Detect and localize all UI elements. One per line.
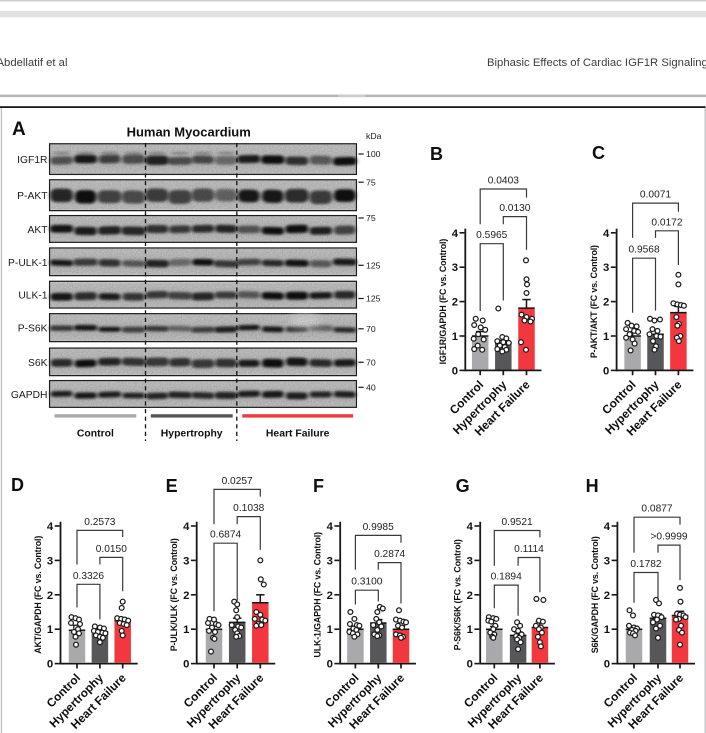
svg-text:3: 3 [452,262,458,274]
svg-text:0: 0 [183,659,189,671]
svg-text:1: 1 [603,331,609,343]
svg-text:ULK-1: ULK-1 [18,291,47,302]
svg-text:0.0257: 0.0257 [222,476,253,487]
svg-text:G: G [456,476,470,496]
svg-text:Biphasic Effects of Cardiac IG: Biphasic Effects of Cardiac IGF1R Signal… [487,57,706,69]
svg-text:0.5965: 0.5965 [476,230,507,241]
svg-text:0.1038: 0.1038 [233,503,264,514]
svg-text:C: C [592,143,605,163]
svg-text:40: 40 [366,383,376,393]
svg-text:0.1782: 0.1782 [630,559,661,570]
svg-text:125: 125 [366,261,381,271]
svg-text:B: B [430,144,443,164]
svg-text:Control: Control [77,428,114,439]
svg-text:3: 3 [467,555,473,567]
svg-text:1: 1 [452,331,458,343]
svg-text:IGF1R: IGF1R [17,155,47,166]
svg-text:1: 1 [47,624,53,636]
svg-text:IGF1R/GAPDH (FC vs. Control): IGF1R/GAPDH (FC vs. Control) [438,239,448,365]
svg-text:4: 4 [47,521,54,533]
svg-text:0.1114: 0.1114 [514,544,544,555]
svg-text:70: 70 [366,324,376,334]
svg-text:Abdellatif et al: Abdellatif et al [0,57,67,69]
svg-text:0.3100: 0.3100 [351,577,382,588]
svg-text:P-ULK-1: P-ULK-1 [8,258,48,269]
svg-text:3: 3 [327,555,333,567]
svg-text:75: 75 [366,177,376,187]
svg-text:2: 2 [327,590,333,602]
svg-text:4: 4 [603,228,610,240]
svg-text:P-AKT/AKT (FC vs. Control): P-AKT/AKT (FC vs. Control) [589,245,599,358]
svg-text:0: 0 [604,659,610,671]
svg-text:3: 3 [183,555,189,567]
svg-text:S6K: S6K [28,358,48,369]
svg-text:0.0403: 0.0403 [488,176,519,187]
svg-text:1: 1 [327,624,333,636]
svg-text:0.2874: 0.2874 [374,549,405,560]
svg-text:4: 4 [327,521,334,533]
svg-text:ULK-1/GAPDH (FC vs. Control): ULK-1/GAPDH (FC vs. Control) [313,532,323,658]
svg-text:F: F [313,476,324,496]
svg-text:H: H [586,476,599,496]
svg-text:P-S6K: P-S6K [18,324,48,335]
svg-text:2: 2 [467,590,473,602]
svg-text:A: A [12,119,26,140]
svg-text:P-S6K/S6K (FC vs. Control): P-S6K/S6K (FC vs. Control) [453,539,463,650]
svg-text:4: 4 [604,521,611,533]
svg-text:0: 0 [452,365,458,377]
svg-text:P-AKT: P-AKT [17,191,48,202]
svg-text:Hypertrophy: Hypertrophy [161,428,223,439]
svg-text:0.2573: 0.2573 [84,517,115,528]
svg-text:4: 4 [467,521,474,533]
svg-text:2: 2 [47,590,53,602]
svg-text:70: 70 [366,358,376,368]
svg-text:AKT: AKT [27,225,48,236]
svg-text:0: 0 [47,659,53,671]
svg-text:1: 1 [604,624,610,636]
svg-text:D: D [11,475,24,495]
svg-text:0.1894: 0.1894 [491,572,522,583]
svg-text:100: 100 [366,149,381,159]
svg-text:>0.9999: >0.9999 [650,532,687,543]
svg-text:0.9985: 0.9985 [363,522,394,533]
svg-text:P-ULK/ULK (FC vs. Control): P-ULK/ULK (FC vs. Control) [169,538,179,651]
svg-text:Heart Failure: Heart Failure [266,428,330,439]
svg-text:0: 0 [467,659,473,671]
svg-text:Human Myocardium: Human Myocardium [127,125,251,140]
svg-text:2: 2 [452,297,458,309]
svg-text:125: 125 [366,294,381,304]
svg-text:1: 1 [467,624,473,636]
svg-text:4: 4 [183,521,190,533]
svg-text:0.0130: 0.0130 [499,203,530,214]
svg-text:E: E [166,476,178,496]
svg-text:3: 3 [47,555,53,567]
svg-text:3: 3 [603,262,609,274]
svg-text:0.3326: 0.3326 [73,571,104,582]
svg-text:S6K/GAPDH (FC vs. Control): S6K/GAPDH (FC vs. Control) [590,536,600,653]
svg-text:2: 2 [603,297,609,309]
svg-text:75: 75 [366,213,376,223]
svg-text:0: 0 [327,659,333,671]
svg-text:2: 2 [604,590,610,602]
svg-text:0: 0 [603,365,609,377]
svg-text:kDa: kDa [366,131,382,141]
svg-text:4: 4 [452,228,459,240]
svg-text:3: 3 [604,555,610,567]
svg-text:0.9521: 0.9521 [502,517,533,528]
svg-text:0.0150: 0.0150 [96,544,127,555]
svg-text:0.9568: 0.9568 [628,245,659,256]
svg-text:0.0172: 0.0172 [651,217,682,228]
svg-text:0.0877: 0.0877 [641,504,672,515]
svg-text:1: 1 [183,624,189,636]
svg-text:GAPDH: GAPDH [11,390,48,401]
svg-text:0.6874: 0.6874 [210,530,241,541]
svg-text:AKT/GAPDH (FC vs. Control): AKT/GAPDH (FC vs. Control) [33,536,43,654]
svg-text:0.0071: 0.0071 [640,190,671,201]
svg-text:2: 2 [183,590,189,602]
